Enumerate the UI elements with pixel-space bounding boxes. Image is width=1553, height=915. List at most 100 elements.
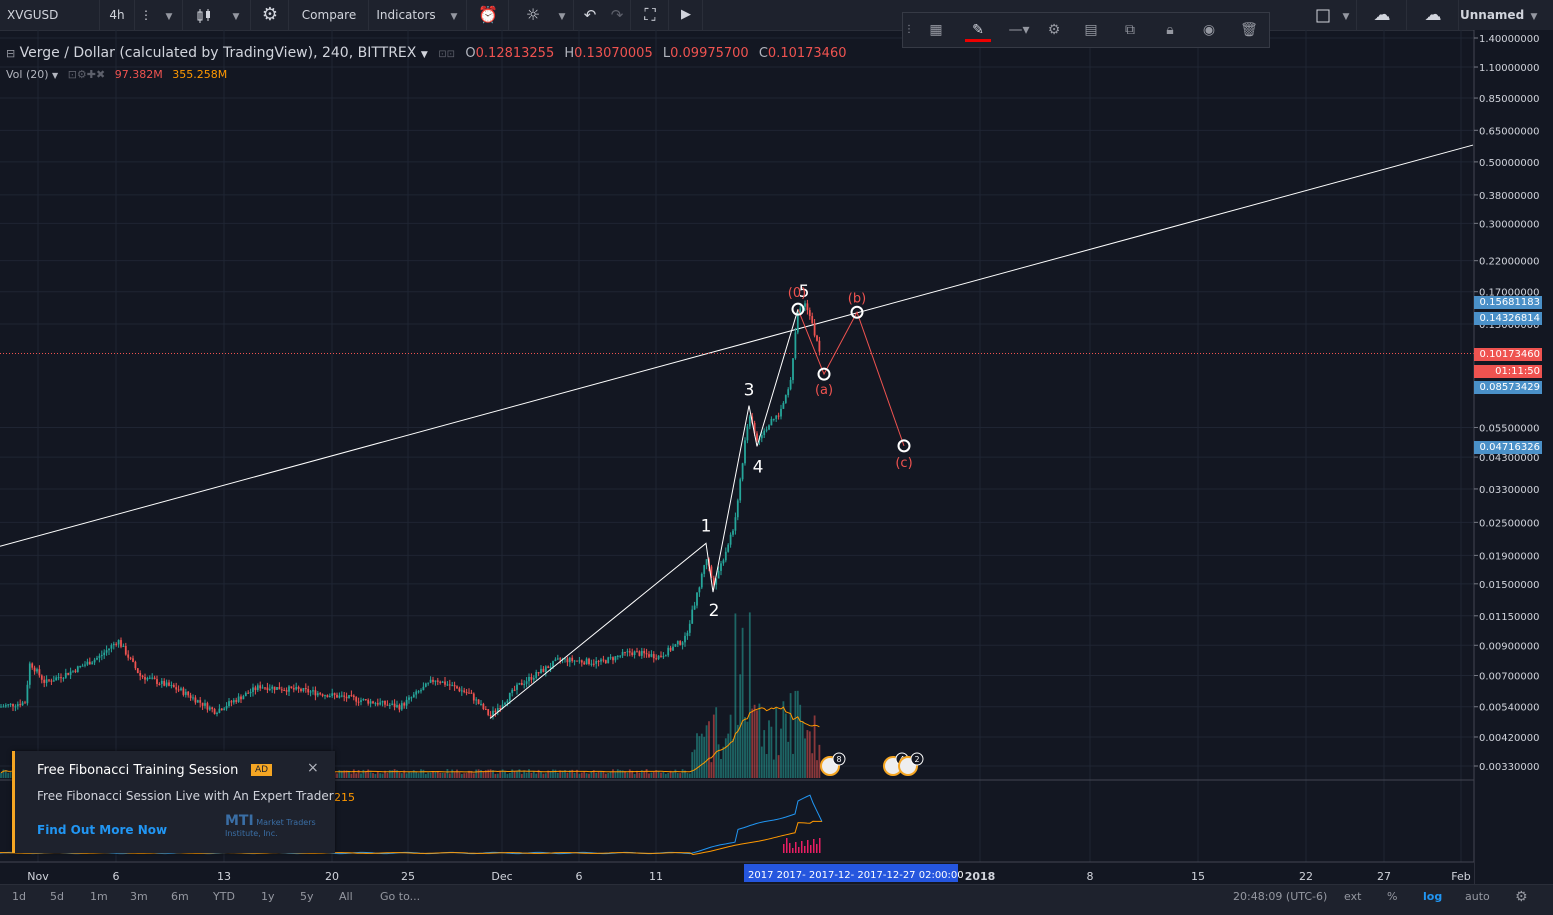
goto-button[interactable]: Go to... — [380, 890, 421, 903]
clock-time[interactable]: 20:48:09 (UTC-6) — [1233, 890, 1328, 903]
price-tick-label: 0.00420000 — [1479, 733, 1539, 744]
eye-icon[interactable]: ◉ — [1202, 22, 1216, 38]
close-icon[interactable]: × — [307, 760, 319, 776]
layout-dropdown[interactable]: ▼ — [1336, 0, 1357, 30]
indicators-button[interactable]: Indicators — [376, 8, 436, 22]
chevron-down-icon[interactable]: ▼ — [420, 50, 428, 60]
price-label-box: 0.15681183 — [1474, 296, 1542, 309]
undo-icon[interactable]: ↶ — [583, 6, 597, 24]
chart-type-dropdown[interactable]: ▼ — [222, 0, 251, 30]
time-tick-label: 11 — [649, 870, 663, 883]
candle-body — [336, 694, 338, 698]
layout-name[interactable]: Unnamed — [1460, 8, 1525, 22]
range-button[interactable]: 1d — [12, 890, 26, 903]
collapse-legend-icon[interactable]: ⊟ — [6, 47, 16, 60]
fullscreen-icon[interactable]: ⛶ — [632, 0, 669, 30]
top-toolbar: XVGUSD 4h ⋮ ▼ ▼ ⚙ Compare Indicators ▼ ⏰… — [0, 0, 1553, 31]
trash-icon[interactable]: 🗑︎ — [1240, 22, 1258, 38]
candle-body — [614, 656, 617, 661]
economic-events[interactable]: 842 — [820, 752, 924, 776]
layout-name-dropdown[interactable]: ▼ — [1524, 0, 1544, 30]
candle-body — [108, 648, 110, 651]
ext-toggle[interactable]: ext — [1344, 890, 1362, 903]
cloud-upload-icon[interactable]: ☁ — [1408, 0, 1459, 30]
range-button[interactable]: All — [339, 890, 353, 903]
candle-body — [21, 702, 24, 706]
lightbulb-icon[interactable]: ☼ — [525, 5, 541, 24]
volume-bar — [616, 769, 619, 778]
clone-icon[interactable]: ⧉ — [1125, 22, 1135, 38]
more-vert-icon[interactable]: ⋮ — [140, 8, 152, 22]
elliott-wave-drawing[interactable]: 1 2 3 4 5(0) (a) (b) (c) — [489, 282, 913, 719]
settings-gear-icon[interactable]: ⚙ — [1515, 889, 1528, 905]
chevron-down-icon[interactable]: ▼ — [52, 71, 59, 80]
replay-play-icon[interactable]: ▶ — [670, 0, 703, 30]
volume-bar — [554, 769, 557, 778]
trendline[interactable] — [0, 144, 1474, 547]
interval-button[interactable]: 4h — [100, 0, 135, 30]
lock-icon[interactable]: 🔒︎ — [1166, 22, 1174, 38]
redo-icon[interactable]: ↷ — [604, 0, 631, 30]
range-button[interactable]: 5d — [50, 890, 64, 903]
price-tick-label: 0.05500000 — [1479, 423, 1539, 434]
legend-settings-icons[interactable]: ⊡⊡ — [438, 49, 455, 60]
ad-title[interactable]: Free Fibonacci Training Session — [37, 763, 239, 778]
range-button[interactable]: 1m — [90, 890, 108, 903]
template-icon[interactable]: ▦ — [929, 22, 943, 38]
alert-clock-icon[interactable]: ⏰ — [468, 0, 509, 30]
price-axis-bg — [1474, 30, 1553, 884]
volume-bar — [684, 770, 686, 778]
candle-body — [127, 654, 130, 658]
percent-toggle[interactable]: % — [1387, 890, 1398, 903]
cloud-download-icon[interactable]: ☁ — [1358, 0, 1407, 30]
line-color-icon[interactable]: ✎ — [959, 13, 997, 47]
candle-body — [391, 703, 394, 705]
candle-body — [350, 695, 353, 697]
candle-body — [52, 680, 55, 682]
layout-square-icon[interactable] — [1308, 0, 1338, 30]
visual-order-icon[interactable]: ▤ — [1084, 22, 1098, 38]
symbol-search[interactable]: XVGUSD — [0, 0, 100, 30]
ad-cta-link[interactable]: Find Out More Now — [37, 823, 168, 837]
candles-icon[interactable] — [186, 0, 222, 30]
range-button[interactable]: YTD — [213, 890, 235, 903]
volume-bar — [535, 773, 538, 778]
time-tick-label: 6 — [576, 870, 583, 883]
range-button[interactable]: 3m — [130, 890, 148, 903]
drag-handle-icon[interactable]: ⋮ — [904, 24, 914, 35]
volume-bar — [744, 717, 746, 778]
candle-body — [816, 335, 818, 341]
settings-gear-icon[interactable]: ⚙ — [252, 0, 289, 30]
ideas-dropdown[interactable]: ▼ — [551, 0, 574, 30]
candle-body — [26, 684, 29, 704]
range-button[interactable]: 1y — [261, 890, 275, 903]
volume-bar — [561, 770, 564, 778]
volume-name[interactable]: Vol (20) — [6, 68, 49, 81]
candle-body — [638, 651, 641, 656]
candle-body — [33, 667, 36, 672]
volume-bar — [408, 771, 410, 778]
line-style-icon[interactable]: —▾ — [1008, 22, 1030, 38]
candle-body — [535, 671, 538, 678]
price-tick-label: 0.01150000 — [1479, 612, 1539, 623]
high-value: 0.13070005 — [574, 46, 653, 61]
compare-button[interactable]: Compare — [290, 0, 369, 30]
log-toggle[interactable]: log — [1423, 890, 1443, 903]
series-title[interactable]: Verge / Dollar (calculated by TradingVie… — [19, 45, 417, 61]
auto-toggle[interactable]: auto — [1465, 890, 1490, 903]
volume-bar — [475, 769, 478, 778]
ad-banner[interactable]: Free Fibonacci Training Session AD × Fre… — [12, 751, 335, 853]
settings-gear-icon[interactable]: ⚙ — [1047, 22, 1061, 38]
interval-dropdown[interactable]: ▼ — [156, 0, 183, 30]
price-axis[interactable]: 1.40000000 1.10000000 0.85000000 0.65000000… — [1473, 30, 1553, 884]
indicators-dropdown[interactable]: ▼ — [442, 0, 467, 30]
candle-body — [235, 700, 238, 702]
volume-bar — [650, 772, 653, 778]
candle-body — [400, 703, 403, 710]
range-button[interactable]: 6m — [171, 890, 189, 903]
volume-bar — [811, 753, 814, 778]
study-control-icons[interactable]: ⊡⚙✚✖ — [67, 68, 106, 81]
time-axis[interactable]: Nov 6 13 20 25 Dec 6 11 2018 8 15 22 27 Feb 2017 2017-… — [0, 861, 1474, 884]
range-button[interactable]: 5y — [300, 890, 314, 903]
